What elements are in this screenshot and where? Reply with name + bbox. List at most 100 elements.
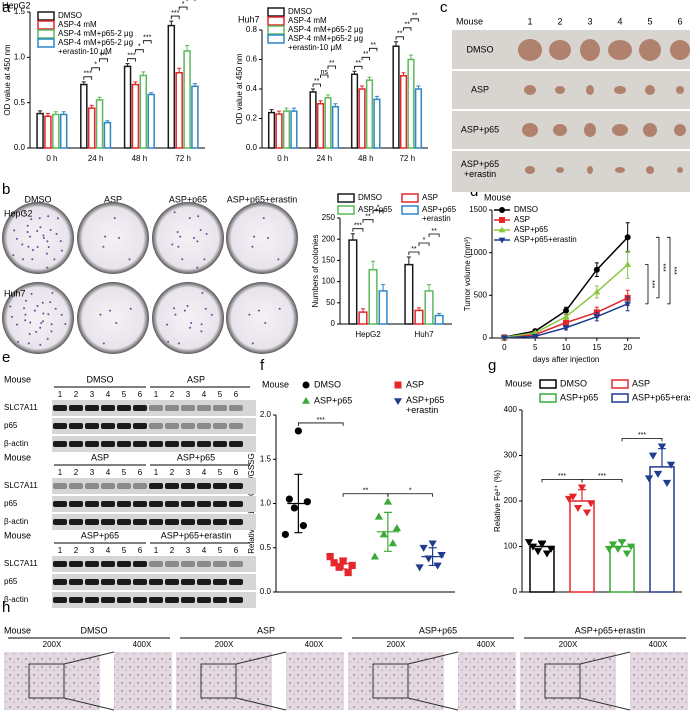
- tumor: [645, 85, 655, 95]
- colony: [38, 217, 41, 220]
- band: [101, 423, 115, 429]
- colony: [31, 258, 34, 261]
- bar: [529, 545, 555, 593]
- error-bar: [185, 45, 190, 51]
- legend-swatch: [539, 393, 557, 403]
- panel-label: b: [2, 181, 10, 198]
- significance-label: **: [363, 51, 369, 58]
- micrograph-200x: [176, 652, 272, 710]
- significance-label: ns: [321, 69, 329, 76]
- error-bar: [291, 107, 296, 112]
- band: [133, 561, 147, 567]
- colony: [46, 266, 49, 269]
- band: [69, 483, 83, 489]
- significance-label: ***: [127, 53, 135, 60]
- colony: [16, 323, 19, 326]
- band: [53, 519, 67, 525]
- band: [229, 483, 243, 489]
- colony: [113, 217, 116, 220]
- column-label: ASP: [104, 194, 122, 204]
- band: [165, 441, 179, 447]
- significance-label: **: [370, 42, 376, 49]
- error-bar: [38, 110, 43, 114]
- colony: [55, 232, 58, 235]
- significance-label: *: [94, 62, 97, 69]
- band: [133, 405, 147, 411]
- tumor: [580, 39, 600, 61]
- legend-swatch: [267, 16, 285, 26]
- legend-label: ASP: [632, 378, 650, 388]
- legend-title: Mouse: [484, 192, 511, 202]
- error-bar: [658, 448, 666, 467]
- band: [149, 561, 163, 567]
- significance-label: *: [423, 237, 426, 244]
- bar: [358, 88, 366, 149]
- data-point: [335, 563, 343, 571]
- lane-label: 3: [186, 390, 191, 399]
- significance-label: ***: [171, 10, 179, 17]
- bar: [331, 105, 340, 149]
- significance-label: ***: [670, 266, 677, 274]
- colony: [17, 340, 20, 343]
- significance-label: **: [363, 488, 369, 495]
- colony: [27, 245, 30, 248]
- data-point: [344, 568, 352, 577]
- data-point: [290, 504, 298, 512]
- band: [117, 441, 131, 447]
- colony: [35, 330, 38, 333]
- x-tick-label: 5: [533, 343, 538, 352]
- band: [101, 519, 115, 525]
- data-point: [577, 484, 587, 492]
- band: [117, 597, 131, 603]
- colony: [118, 237, 120, 239]
- colony: [26, 230, 29, 233]
- band: [133, 501, 147, 507]
- colony: [264, 322, 267, 325]
- legend-marker: [499, 217, 505, 223]
- band: [197, 519, 211, 525]
- tumor: [612, 124, 628, 136]
- y-tick-label: 1.0: [260, 499, 272, 508]
- data-point: [562, 325, 570, 332]
- y-tick-label: 0.6: [246, 55, 258, 64]
- colony: [36, 230, 39, 233]
- significance-bracket: [395, 36, 404, 40]
- panel-label: h: [2, 599, 10, 616]
- colony: [102, 245, 105, 248]
- protein-label: SLC7A11: [4, 559, 38, 568]
- band: [69, 423, 83, 429]
- protein-label: p65: [4, 577, 18, 586]
- significance-label: **: [412, 13, 418, 20]
- band: [133, 483, 147, 489]
- colony: [29, 321, 32, 324]
- significance-label: ***: [84, 71, 92, 78]
- significance-label: **: [329, 60, 335, 67]
- significance-bracket: [186, 0, 196, 2]
- colony: [59, 240, 62, 243]
- lane-label: 4: [106, 468, 111, 477]
- colony: [49, 301, 52, 304]
- colony: [43, 237, 45, 239]
- lane-label: 2: [170, 390, 175, 399]
- data-point: [415, 564, 424, 572]
- data-point: [563, 319, 569, 326]
- legend-label: ASP+p65+erastin: [422, 205, 457, 223]
- colony: [24, 313, 27, 316]
- colony: [199, 228, 202, 231]
- x-tick-label: 72 h: [399, 154, 415, 163]
- colony: [56, 217, 59, 220]
- error-bar: [352, 70, 357, 75]
- significance-bracket: [83, 76, 93, 80]
- panel-label: f: [260, 357, 265, 374]
- significance-bracket: [667, 236, 671, 305]
- x-tick-label: 20: [623, 343, 632, 352]
- lane-label: 2: [74, 468, 79, 477]
- significance-label: *: [182, 1, 185, 8]
- data-point: [339, 557, 347, 565]
- band: [213, 441, 227, 447]
- bar: [424, 290, 434, 325]
- significance-bracket: [621, 438, 663, 442]
- bar: [36, 112, 44, 149]
- legend-label: DMSO: [358, 193, 382, 202]
- data-point: [542, 550, 552, 558]
